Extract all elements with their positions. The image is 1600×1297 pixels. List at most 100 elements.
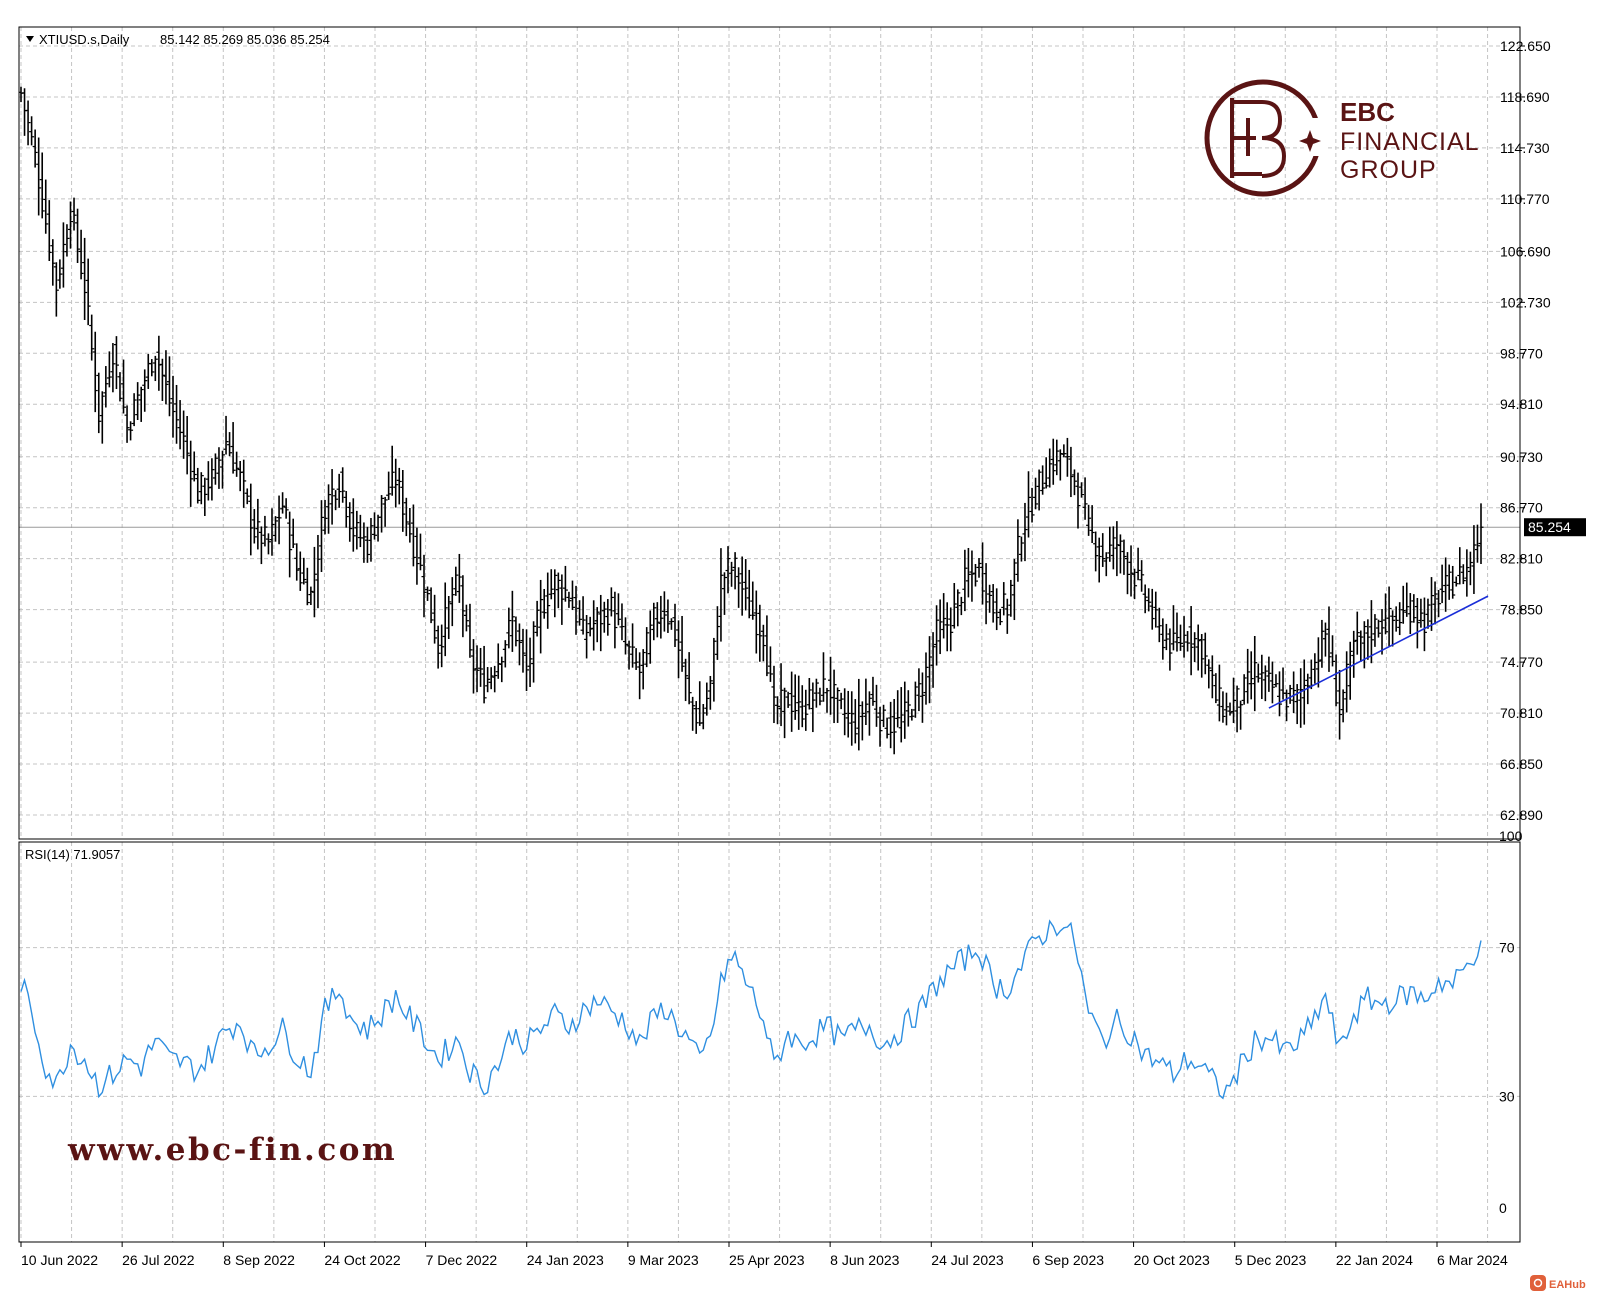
logo-line1: FINANCIAL: [1340, 128, 1480, 156]
ohlc-bar: [704, 682, 710, 716]
ohlc-bar: [1330, 635, 1336, 667]
ohlc-bar: [326, 484, 332, 534]
ohlc-bar: [686, 652, 692, 705]
ohlc-bar: [948, 607, 954, 652]
ohlc-bar: [866, 691, 872, 736]
ohlc-bar: [937, 599, 943, 655]
ohlc-bar: [916, 668, 922, 712]
ohlc-bar: [1149, 588, 1155, 630]
ohlc-bar: [1411, 594, 1417, 623]
eahub-logo: EAHub: [1530, 1275, 1586, 1291]
ohlc-bar: [608, 587, 614, 617]
ohlc-bar: [661, 591, 667, 632]
ohlc-bar: [318, 500, 324, 572]
ohlc-bar: [248, 483, 254, 556]
ohlc-bar: [1276, 671, 1282, 717]
ohlc-bar: [524, 629, 530, 692]
ohlc-bar: [43, 179, 49, 234]
ohlc-bar: [287, 511, 293, 578]
ohlc-bar: [506, 607, 512, 649]
ohlc-bar: [1018, 536, 1024, 562]
ohlc-bar: [1245, 648, 1251, 704]
price-tick-label: 74.770: [1500, 654, 1543, 670]
ohlc-bar: [1471, 525, 1477, 594]
ohlc-bar: [1344, 651, 1350, 713]
ohlc-bar: [439, 624, 445, 668]
ohlc-bar: [1298, 668, 1304, 728]
ohlc-bar: [75, 208, 81, 263]
rsi-panel: [18, 841, 1521, 1243]
ohlc-bar: [863, 678, 869, 726]
ohlc-bar: [1379, 608, 1385, 655]
ohlc-bar: [513, 616, 519, 647]
time-tick-label: 24 Oct 2022: [324, 1252, 400, 1268]
ohlc-bar: [552, 569, 558, 618]
ohlc-bar: [994, 588, 1000, 631]
ohlc-bar: [1050, 438, 1056, 485]
ohlc-bar: [361, 522, 367, 563]
ohlc-bar: [396, 467, 402, 505]
ohlc-bar: [1319, 619, 1325, 668]
ohlc-bar: [1100, 533, 1106, 567]
ohlc-bar: [227, 432, 233, 457]
ohlc-bar: [803, 689, 809, 731]
price-tick-label: 110.770: [1500, 191, 1550, 207]
ohlc-bar: [1429, 577, 1435, 631]
ohlc-bar: [336, 473, 342, 508]
ohlc-bar: [340, 467, 346, 503]
ohlc-bar: [1206, 659, 1212, 689]
ohlc-bar: [1262, 665, 1268, 702]
ohlc-bar: [729, 561, 735, 587]
ohlc-bar: [987, 584, 993, 613]
ohlc-bar: [315, 534, 321, 609]
ohlc-bar: [124, 405, 130, 443]
price-tick-label: 90.730: [1500, 449, 1543, 465]
price-panel: [18, 26, 1521, 840]
ohlc-bar: [453, 566, 459, 596]
ohlc-bar: [1436, 589, 1442, 618]
ohlc-bar: [1033, 477, 1039, 510]
price-tick-label: 70.810: [1500, 705, 1543, 721]
price-tick-label: 118.690: [1500, 89, 1550, 105]
ohlc-bar: [640, 649, 646, 690]
ohlc-bar: [432, 594, 438, 644]
ohlc-bar: [1322, 622, 1328, 657]
support-trendline[interactable]: [1268, 595, 1489, 709]
ohlc-bar: [824, 687, 830, 713]
price-tick-label: 98.770: [1500, 345, 1543, 361]
ohlc-bar: [389, 445, 395, 496]
symbol-dropdown-icon[interactable]: [26, 36, 34, 42]
ohlc-bar: [835, 687, 841, 723]
ohlc-bar: [764, 615, 770, 677]
ohlc-bar: [446, 595, 452, 640]
ohlc-bar: [265, 533, 271, 555]
ohlc-bar: [1068, 446, 1074, 498]
ohlc-bar: [594, 607, 600, 643]
ohlc-bar: [619, 603, 625, 641]
ohlc-bar: [888, 701, 894, 749]
ohlc-bar: [142, 369, 148, 412]
ohlc-bar: [1238, 700, 1244, 730]
ohlc-bar: [997, 608, 1003, 626]
ohlc-bar: [1121, 539, 1127, 575]
time-tick-label: 10 Jun 2022: [21, 1252, 98, 1268]
ohlc-bar: [718, 548, 724, 642]
ohlc-bar: [166, 356, 172, 417]
ohlc-bar: [654, 602, 660, 638]
ohlc-bar: [580, 596, 586, 635]
ohlc-bar: [683, 658, 689, 702]
ohlc-bar: [1460, 564, 1466, 585]
ohlc-bar: [817, 687, 823, 706]
rsi-tick-label: 100: [1499, 828, 1523, 844]
ohlc-bar: [739, 556, 745, 616]
ohlc-bar: [456, 553, 462, 603]
ohlc-bar: [905, 690, 911, 727]
ohlc-bar: [753, 590, 759, 654]
ohlc-bar: [85, 258, 91, 326]
ohlc-bar: [555, 572, 561, 609]
ohlc-bar: [969, 550, 975, 602]
ohlc-bar: [612, 591, 618, 649]
ohlc-bar: [304, 567, 310, 606]
ohlc-bar: [806, 678, 812, 710]
ohlc-bar: [919, 672, 925, 723]
